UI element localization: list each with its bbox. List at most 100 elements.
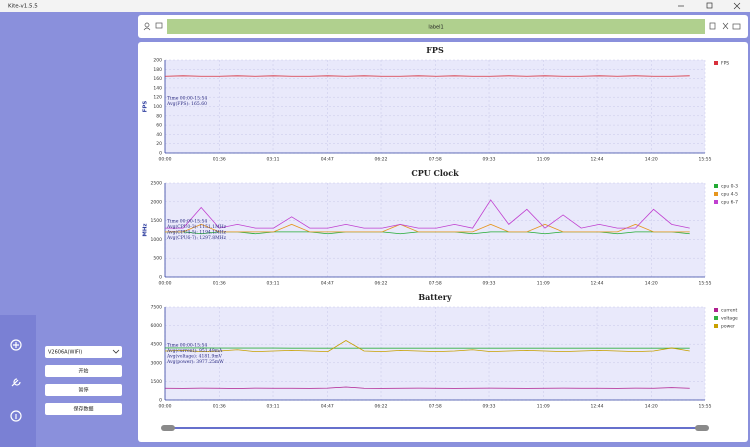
x-tick-label: 06:22 — [375, 157, 388, 163]
y-tick-label: 2000 — [151, 199, 163, 205]
annotation: Avg(FPS): 165.60 — [166, 100, 207, 107]
series-line — [165, 223, 690, 233]
legend-swatch — [714, 61, 718, 65]
label-text: label1 — [428, 25, 443, 31]
x-tick-label: 09:33 — [483, 157, 496, 163]
button-label: 暂停 — [78, 387, 88, 394]
y-tick-label: 2500 — [151, 181, 163, 187]
y-axis-label: FPS — [143, 101, 149, 113]
y-tick-label: 7500 — [151, 305, 163, 311]
x-tick-label: 03:11 — [267, 157, 280, 163]
legend-swatch — [714, 200, 718, 204]
chart-title: FPS — [426, 45, 444, 55]
annotation: Avg(CPU0-3): 1151.1MHz — [166, 223, 227, 230]
x-tick-label: 03:11 — [267, 281, 280, 287]
annotation: Time 00:00-15:54 — [167, 219, 207, 225]
y-tick-label: 6000 — [151, 323, 163, 329]
y-tick-label: 20 — [156, 141, 162, 147]
x-tick-label: 15:55 — [699, 157, 712, 163]
x-tick-label: 01:36 — [213, 404, 226, 410]
dropdown-arrow — [112, 349, 120, 354]
slider-handle[interactable] — [161, 425, 175, 431]
x-tick-label: 07:58 — [429, 157, 442, 163]
x-tick-label: 04:47 — [321, 157, 334, 163]
window-buttons[interactable] — [678, 2, 741, 10]
chart-title: CPU Clock — [411, 168, 459, 178]
y-tick-label: 60 — [156, 123, 162, 129]
y-tick-label: 40 — [156, 132, 162, 138]
toolbar-icons[interactable] — [143, 22, 741, 31]
x-tick-label: 15:55 — [699, 404, 712, 410]
x-tick-label: 11:09 — [537, 157, 550, 163]
y-tick-label: 0 — [159, 275, 162, 281]
x-tick-label: 06:22 — [375, 404, 388, 410]
x-tick-label: 12:44 — [591, 157, 604, 163]
annotation: Time 00:00-15:54 — [167, 96, 207, 102]
x-tick-label: 01:36 — [213, 157, 226, 163]
legend-label: voltage — [721, 316, 738, 322]
x-tick-label: 06:22 — [375, 281, 388, 287]
legend-label: cpu 0-3 — [721, 184, 738, 190]
x-tick-label: 11:09 — [537, 404, 550, 410]
y-tick-label: 200 — [153, 58, 162, 64]
button-label: 开始 — [78, 368, 88, 375]
legend-swatch — [714, 324, 718, 328]
x-tick-label: 01:36 — [213, 281, 226, 287]
legend-label: FPS — [721, 61, 729, 67]
y-tick-label: 0 — [159, 151, 162, 157]
y-tick-label: 1500 — [151, 218, 163, 224]
button[interactable] — [45, 365, 122, 377]
button-label: 保存数据 — [73, 406, 93, 413]
y-tick-label: 100 — [153, 104, 162, 110]
button[interactable] — [45, 384, 122, 396]
legend-swatch — [714, 316, 718, 320]
legend-swatch — [714, 192, 718, 196]
y-tick-label: 500 — [153, 256, 162, 262]
y-tick-label: 1500 — [151, 379, 163, 385]
legend-label: cpu 6-7 — [721, 200, 738, 206]
x-tick-label: 00:00 — [159, 281, 172, 287]
x-tick-label: 04:47 — [321, 281, 334, 287]
legend-swatch — [714, 184, 718, 188]
annotation: Avg(power): 3977.25mW — [166, 358, 224, 365]
x-tick-label: 09:33 — [483, 281, 496, 287]
annotation: Avg(CPU6-7): 1297.8MHz — [166, 234, 227, 241]
x-tick-label: 00:00 — [159, 157, 172, 163]
y-tick-label: 160 — [153, 76, 162, 82]
x-tick-label: 09:33 — [483, 404, 496, 410]
x-tick-label: 12:44 — [591, 404, 604, 410]
x-tick-label: 14:20 — [645, 404, 658, 410]
device-name: V2606A(WIFI) — [48, 350, 82, 356]
legend-swatch — [714, 308, 718, 312]
legend-label: current — [721, 308, 737, 314]
label-box — [167, 19, 705, 34]
y-tick-label: 4500 — [151, 342, 163, 348]
plot-area — [165, 307, 705, 400]
y-tick-label: 3000 — [151, 360, 163, 366]
y-tick-label: 1000 — [151, 237, 163, 243]
plot-area — [165, 183, 705, 277]
device-dropdown[interactable] — [45, 346, 122, 358]
y-tick-label: 180 — [153, 67, 162, 73]
button[interactable] — [45, 403, 122, 415]
x-tick-label: 07:58 — [429, 281, 442, 287]
y-tick-label: 140 — [153, 85, 162, 91]
x-tick-label: 15:55 — [699, 281, 712, 287]
series-line — [164, 386, 690, 389]
annotation: Avg(current): 951.49mA — [166, 347, 223, 354]
window-title: Kite-v1.5.5 — [8, 4, 38, 10]
annotation: Avg(voltage): 4181.9mV — [166, 353, 223, 360]
legend-label: cpu 4-5 — [721, 192, 738, 198]
x-tick-label: 12:44 — [591, 281, 604, 287]
slider-handle[interactable] — [695, 425, 709, 431]
sidebar-dock — [0, 315, 36, 447]
sidebar-icons[interactable] — [10, 339, 22, 422]
annotation: Avg(CPU4-5): 1194.1MHz — [166, 229, 227, 236]
legend-label: power — [721, 324, 735, 330]
x-tick-label: 07:58 — [429, 404, 442, 410]
x-tick-label: 04:47 — [321, 404, 334, 410]
annotation: Time 00:00-15:54 — [167, 343, 207, 349]
